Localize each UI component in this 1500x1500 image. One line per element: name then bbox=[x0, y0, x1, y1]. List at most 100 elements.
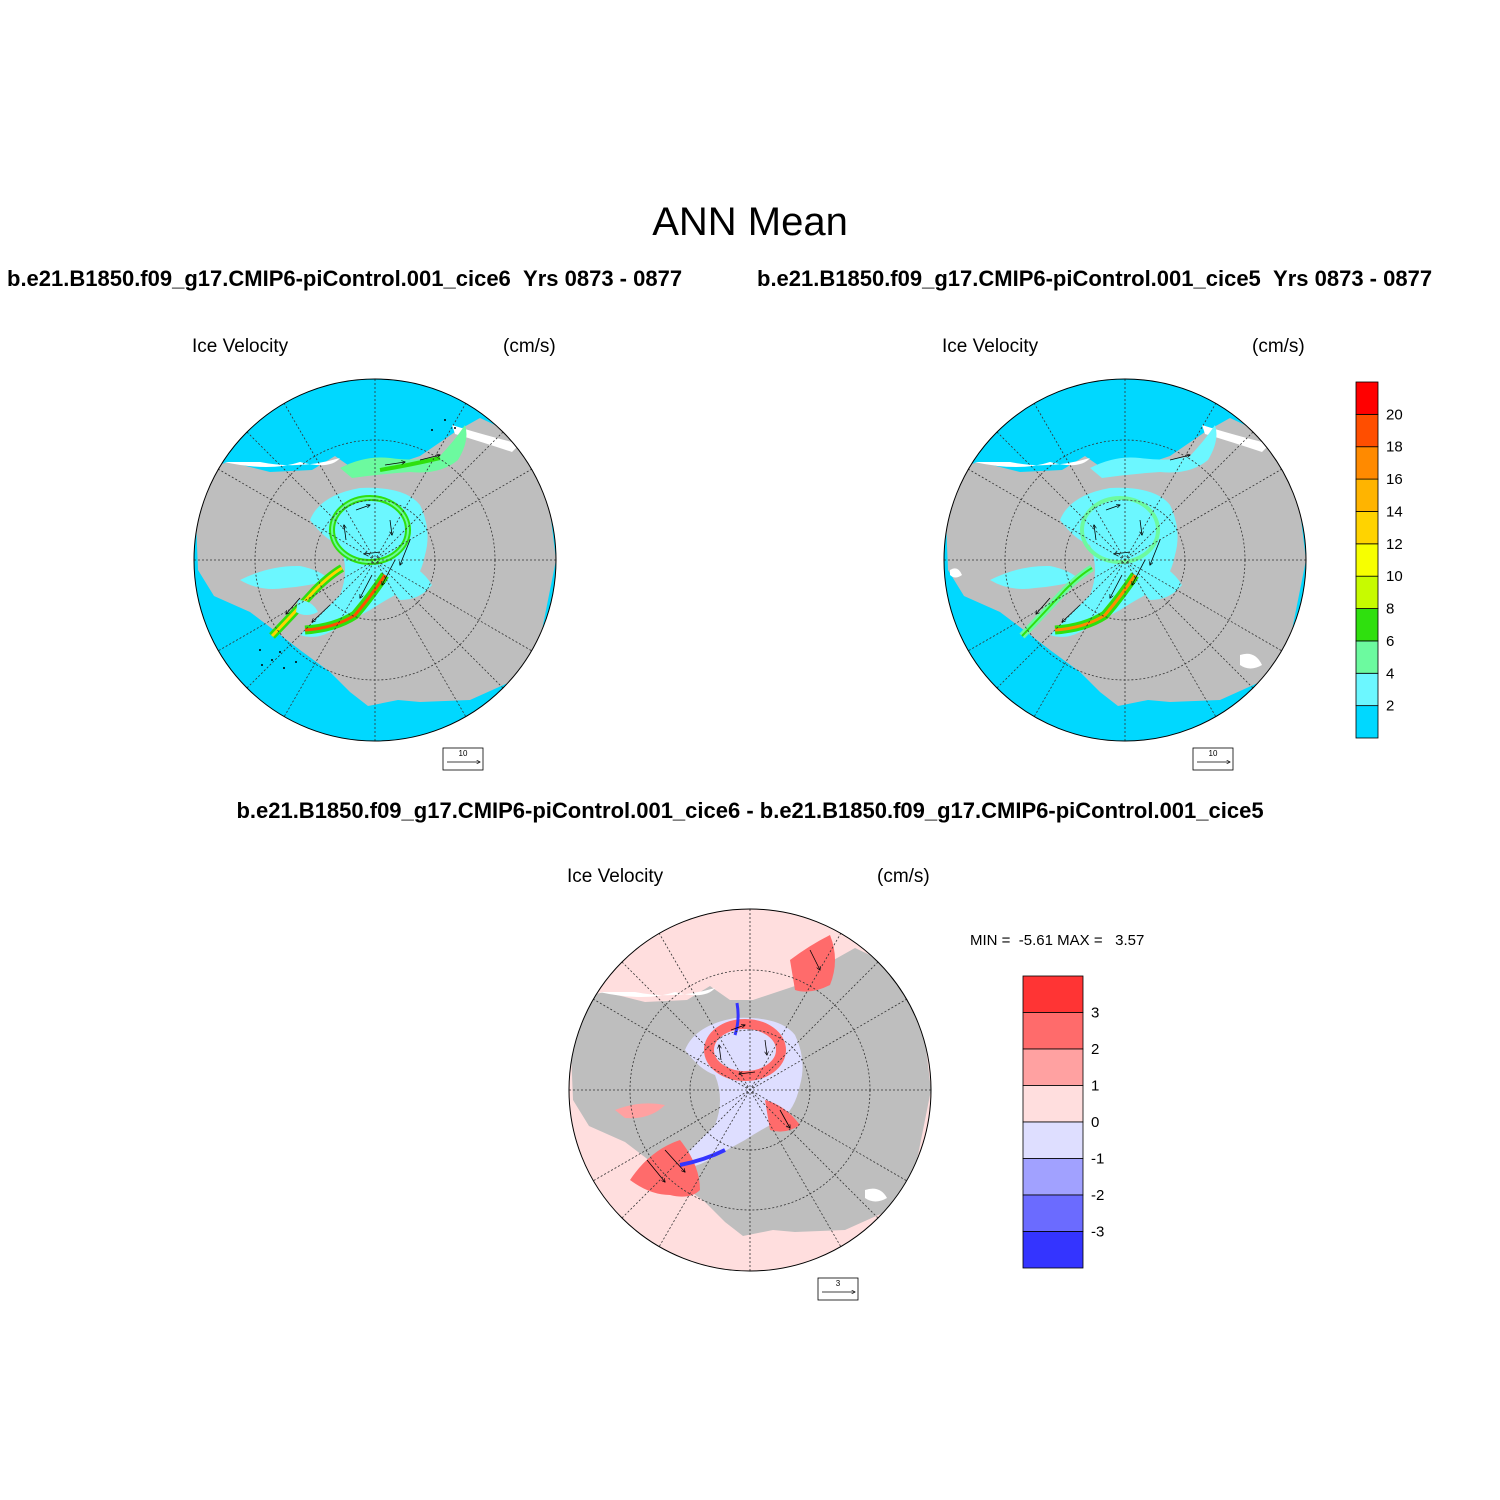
diff-min-max: MIN = -5.61 MAX = 3.57 bbox=[970, 932, 1144, 949]
diff-gyre-increase bbox=[704, 1019, 786, 1081]
left-ref-label: 10 bbox=[459, 749, 468, 758]
main-title: ANN Mean bbox=[652, 200, 848, 244]
left-vector-dots bbox=[259, 419, 456, 669]
diff-colorbar-tick-label: 1 bbox=[1091, 1078, 1099, 1095]
left-years: Yrs 0873 - 0877 bbox=[523, 266, 683, 291]
speed-colorbar: 2 4 6 8 10 12 14 16 18 20 bbox=[1355, 381, 1403, 739]
left-units-label: (cm/s) bbox=[503, 336, 556, 357]
left-ref-box bbox=[442, 747, 484, 771]
diff-colorbar-swatch bbox=[1022, 1121, 1084, 1159]
right-ref-box bbox=[1192, 747, 1234, 771]
right-bering-ice bbox=[1090, 425, 1217, 478]
diff-map-border bbox=[568, 908, 932, 1272]
speed-colorbar-tick-label: 16 bbox=[1386, 471, 1403, 488]
diff-colorbar: 3 2 1 0 -1 -2 -3 bbox=[1022, 975, 1104, 1269]
diff-fram-decrease bbox=[679, 1148, 726, 1167]
left-baffin-jet-core bbox=[270, 566, 343, 638]
diff-graticule bbox=[569, 909, 931, 1271]
left-bering-ice bbox=[340, 425, 467, 478]
diff-velocity-vectors bbox=[646, 949, 820, 1182]
right-graticule bbox=[944, 379, 1306, 741]
speed-colorbar-swatch bbox=[1355, 478, 1379, 512]
diff-colorbar-tick-label: -2 bbox=[1091, 1187, 1104, 1204]
speed-colorbar-tick-label: 2 bbox=[1386, 698, 1394, 715]
diff-colorbar-swatch bbox=[1022, 1012, 1084, 1050]
left-polar-map bbox=[193, 378, 557, 742]
left-barents-ice bbox=[391, 560, 432, 600]
left-case-name: b.e21.B1850.f09_g17.CMIP6-piControl.001_… bbox=[7, 266, 511, 291]
left-bering-jet bbox=[379, 456, 441, 472]
diff-variable-label: Ice Velocity bbox=[567, 866, 664, 887]
speed-colorbar-tick-label: 18 bbox=[1386, 439, 1403, 456]
speed-colorbar-tick-label: 8 bbox=[1386, 601, 1394, 618]
diff-colorbar-swatch bbox=[1022, 1048, 1084, 1086]
left-gyre-highlight bbox=[331, 497, 409, 563]
diff-colorbar-swatch bbox=[1022, 975, 1084, 1013]
left-graticule bbox=[194, 379, 556, 741]
min-label: MIN = bbox=[970, 932, 1011, 949]
speed-colorbar-tick-label: 12 bbox=[1386, 536, 1403, 553]
speed-colorbar-swatch bbox=[1355, 511, 1379, 545]
speed-colorbar-swatch bbox=[1355, 672, 1379, 707]
right-archipelago-ice bbox=[990, 565, 1080, 589]
diff-colorbar-tick-label: -1 bbox=[1091, 1151, 1104, 1168]
diff-lakes bbox=[599, 988, 887, 1202]
diff-ref-box bbox=[817, 1277, 859, 1301]
speed-colorbar-tick-label: 14 bbox=[1386, 503, 1403, 520]
left-hudson-ice bbox=[296, 600, 318, 615]
diff-colorbar-tick-label: -3 bbox=[1091, 1224, 1104, 1241]
diff-barents-increase bbox=[765, 1100, 800, 1132]
speed-colorbar-swatch bbox=[1355, 413, 1379, 448]
speed-colorbar-tick-label: 6 bbox=[1386, 633, 1394, 650]
diff-reference-vector: 3 bbox=[817, 1277, 859, 1301]
diff-bering-increase bbox=[790, 935, 835, 992]
speed-colorbar-tick-label: 4 bbox=[1386, 665, 1394, 682]
left-map-border bbox=[193, 378, 557, 742]
diff-strait-decrease bbox=[733, 1002, 740, 1036]
right-beaufort-gyre bbox=[1080, 496, 1160, 564]
speed-colorbar-swatch bbox=[1355, 575, 1379, 609]
speed-colorbar-tick-label: 10 bbox=[1386, 568, 1403, 585]
speed-colorbar-tick-label: 20 bbox=[1386, 406, 1403, 423]
min-value: -5.61 bbox=[1018, 932, 1053, 949]
max-value: 3.57 bbox=[1115, 932, 1145, 949]
right-ref-label: 10 bbox=[1209, 749, 1218, 758]
diff-baffin-increase bbox=[630, 1140, 700, 1197]
right-reference-vector: 10 bbox=[1192, 747, 1234, 771]
diff-colorbar-tick-label: 0 bbox=[1091, 1114, 1099, 1131]
diff-colorbar-tick-label: 3 bbox=[1091, 1005, 1099, 1022]
right-fram-jet-core bbox=[1054, 574, 1137, 632]
left-lakes bbox=[224, 425, 520, 467]
right-barents-ice bbox=[1141, 560, 1182, 600]
diff-ref-label: 3 bbox=[836, 1279, 841, 1288]
left-fram-jet-core bbox=[304, 574, 387, 632]
right-case-name: b.e21.B1850.f09_g17.CMIP6-piControl.001_… bbox=[757, 266, 1261, 291]
max-label: MAX = bbox=[1057, 932, 1103, 949]
speed-colorbar-swatch bbox=[1355, 705, 1379, 739]
right-lakes bbox=[950, 425, 1270, 669]
diff-colorbar-swatch bbox=[1022, 1158, 1084, 1196]
left-panel-title: b.e21.B1850.f09_g17.CMIP6-piControl.001_… bbox=[7, 266, 682, 292]
speed-colorbar-swatch bbox=[1355, 608, 1379, 642]
left-reference-vector: 10 bbox=[442, 747, 484, 771]
right-polar-map bbox=[943, 378, 1307, 742]
diff-units-label: (cm/s) bbox=[877, 866, 930, 887]
right-map-border bbox=[943, 378, 1307, 742]
left-archipelago-ice bbox=[240, 565, 330, 589]
speed-colorbar-swatch bbox=[1355, 640, 1379, 674]
diff-polar-map bbox=[568, 908, 932, 1272]
right-units-label: (cm/s) bbox=[1252, 336, 1305, 357]
speed-colorbar-swatch bbox=[1355, 543, 1379, 577]
speed-colorbar-swatch bbox=[1355, 446, 1379, 480]
left-variable-label: Ice Velocity bbox=[192, 336, 289, 357]
right-variable-label: Ice Velocity bbox=[942, 336, 1039, 357]
diff-colorbar-tick-label: 2 bbox=[1091, 1041, 1099, 1058]
diff-colorbar-swatch bbox=[1022, 1231, 1084, 1269]
diff-archipelago-increase bbox=[615, 1103, 665, 1119]
right-baffin-jet-core bbox=[1021, 567, 1093, 637]
diff-colorbar-swatch bbox=[1022, 1194, 1084, 1232]
diff-panel-title: b.e21.B1850.f09_g17.CMIP6-piControl.001_… bbox=[236, 798, 1264, 823]
diff-colorbar-swatch bbox=[1022, 1085, 1084, 1123]
speed-colorbar-swatch bbox=[1355, 381, 1379, 415]
